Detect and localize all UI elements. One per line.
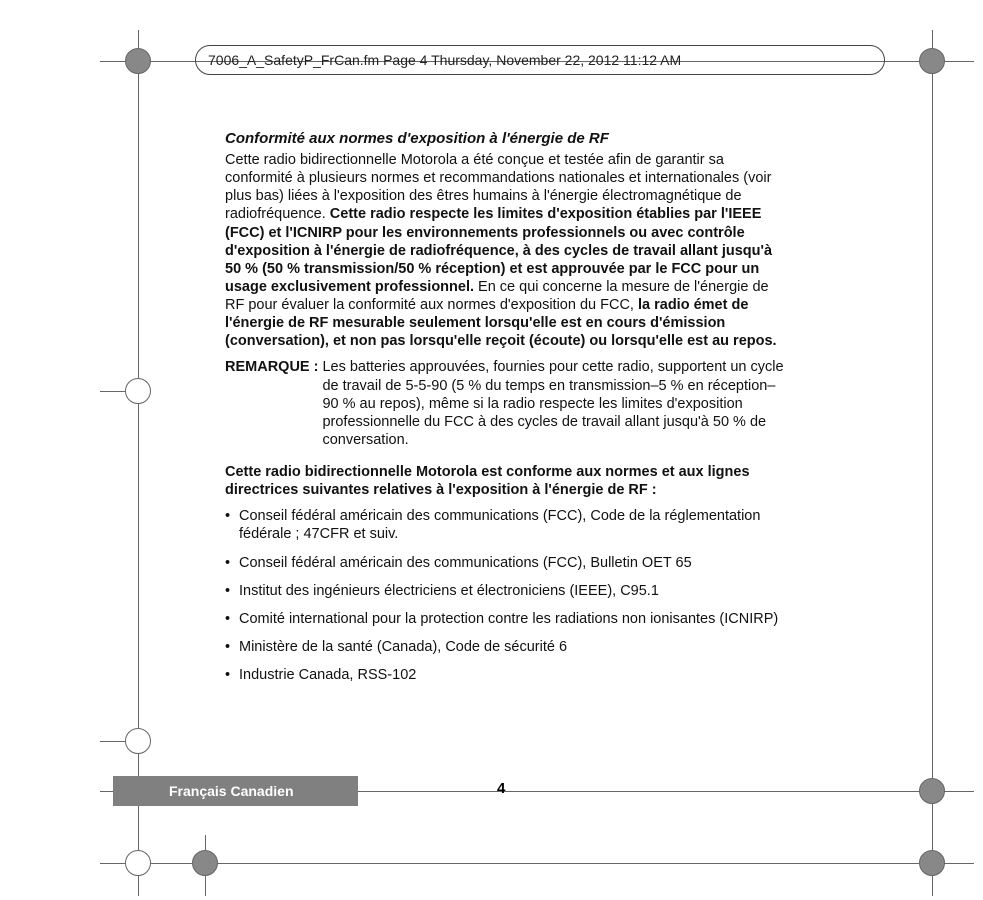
crop-line: [944, 863, 974, 864]
list-item: Ministère de la santé (Canada), Code de …: [225, 638, 785, 656]
remark-block: REMARQUE : Les batteries approuvées, fou…: [225, 358, 785, 449]
paragraph-compliance: Cette radio bidirectionnelle Motorola a …: [225, 151, 785, 350]
language-label: Français Canadien: [169, 783, 294, 799]
crop-mark-icon: [125, 48, 151, 74]
list-item: Comité international pour la protection …: [225, 610, 785, 628]
crop-line: [100, 741, 125, 742]
remark-body: Les batteries approuvées, fournies pour …: [322, 358, 785, 449]
crop-mark-icon: [125, 850, 151, 876]
list-item: Institut des ingénieurs électriciens et …: [225, 582, 785, 600]
subheading: Cette radio bidirectionnelle Motorola es…: [225, 463, 785, 499]
crop-mark-icon: [919, 850, 945, 876]
remark-label: REMARQUE :: [225, 358, 318, 449]
crop-line: [138, 753, 139, 778]
crop-line: [100, 391, 125, 392]
crop-line: [932, 876, 933, 896]
crop-line: [100, 61, 125, 62]
standards-list: Conseil fédéral américain des communicat…: [225, 507, 785, 684]
crop-line: [138, 73, 139, 378]
page-content: Conformité aux normes d'exposition à l'é…: [225, 130, 785, 694]
list-item: Industrie Canada, RSS-102: [225, 666, 785, 684]
crop-line: [138, 403, 139, 728]
crop-line: [100, 863, 125, 864]
crop-mark-icon: [919, 48, 945, 74]
crop-mark-icon: [919, 778, 945, 804]
crop-mark-icon: [125, 378, 151, 404]
header-text: 7006_A_SafetyP_FrCan.fm Page 4 Thursday,…: [208, 52, 681, 68]
crop-line: [138, 876, 139, 896]
page-number: 4: [497, 780, 505, 797]
language-tab: Français Canadien: [113, 776, 358, 806]
crop-line: [944, 791, 974, 792]
crop-line: [150, 863, 192, 864]
crop-line: [932, 30, 933, 48]
crop-line: [205, 876, 206, 896]
crop-line: [138, 803, 139, 850]
list-item: Conseil fédéral américain des communicat…: [225, 507, 785, 543]
list-item: Conseil fédéral américain des communicat…: [225, 554, 785, 572]
section-heading: Conformité aux normes d'exposition à l'é…: [225, 130, 785, 147]
crop-mark-icon: [125, 728, 151, 754]
crop-line: [944, 61, 974, 62]
crop-mark-icon: [192, 850, 218, 876]
crop-line: [217, 863, 919, 864]
page-header: 7006_A_SafetyP_FrCan.fm Page 4 Thursday,…: [195, 45, 885, 75]
crop-line: [932, 803, 933, 850]
crop-line: [138, 30, 139, 48]
crop-line: [932, 73, 933, 778]
crop-line: [205, 835, 206, 850]
